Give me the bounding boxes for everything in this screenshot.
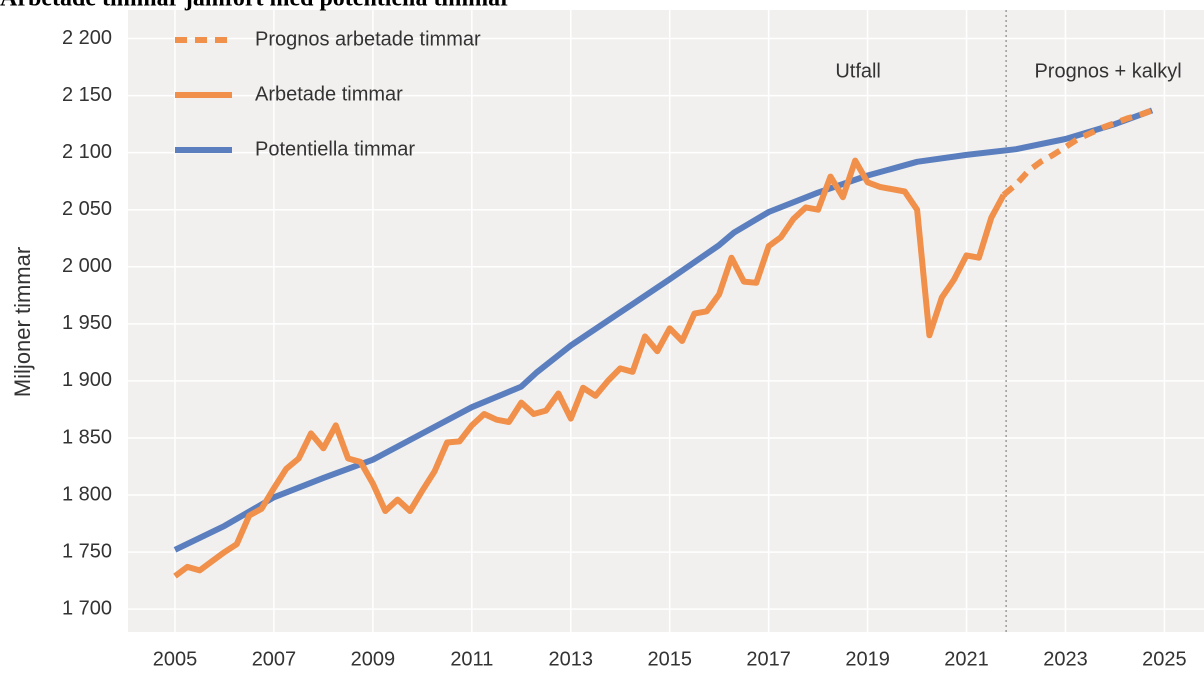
y-tick-label: 1 800 [62,483,112,505]
y-tick-label: 2 000 [62,255,112,277]
x-tick-label: 2021 [944,648,989,670]
grid [128,10,1204,632]
x-tick-label: 2025 [1142,648,1187,670]
y-tick-label: 2 100 [62,141,112,163]
series-line [1001,107,1154,198]
y-tick-label: 1 850 [62,426,112,448]
y-axis-label: Miljoner timmar [10,247,35,397]
series-line [173,157,1007,579]
y-tick-label: 2 200 [62,27,112,49]
x-tick-label: 2019 [845,648,890,670]
x-tick-label: 2017 [746,648,791,670]
y-tick-label: 1 750 [62,540,112,562]
x-tick-label: 2023 [1043,648,1088,670]
y-tick-label: 2 050 [62,198,112,220]
x-tick-label: 2015 [647,648,692,670]
y-tick-label: 2 150 [62,84,112,106]
legend-label: Potentiella timmar [255,138,415,160]
legend-label: Arbetade timmar [255,83,403,105]
legend-label: Prognos arbetade timmar [255,28,481,50]
y-tick-label: 1 900 [62,369,112,391]
chart-title: Arbetade timmar jämfört med potentiella … [0,0,511,12]
x-tick-label: 2009 [351,648,396,670]
x-tick-label: 2013 [549,648,594,670]
annotation: Prognos + kalkyl [1034,60,1181,82]
x-tick-label: 2007 [252,648,297,670]
y-tick-label: 1 950 [62,312,112,334]
x-tick-label: 2011 [450,648,493,670]
plot-background [128,10,1204,632]
series-line [173,107,1154,553]
annotation: Utfall [835,60,881,82]
marks [173,107,1154,579]
x-tick-label: 2005 [153,648,198,670]
y-tick-label: 1 700 [62,597,112,619]
